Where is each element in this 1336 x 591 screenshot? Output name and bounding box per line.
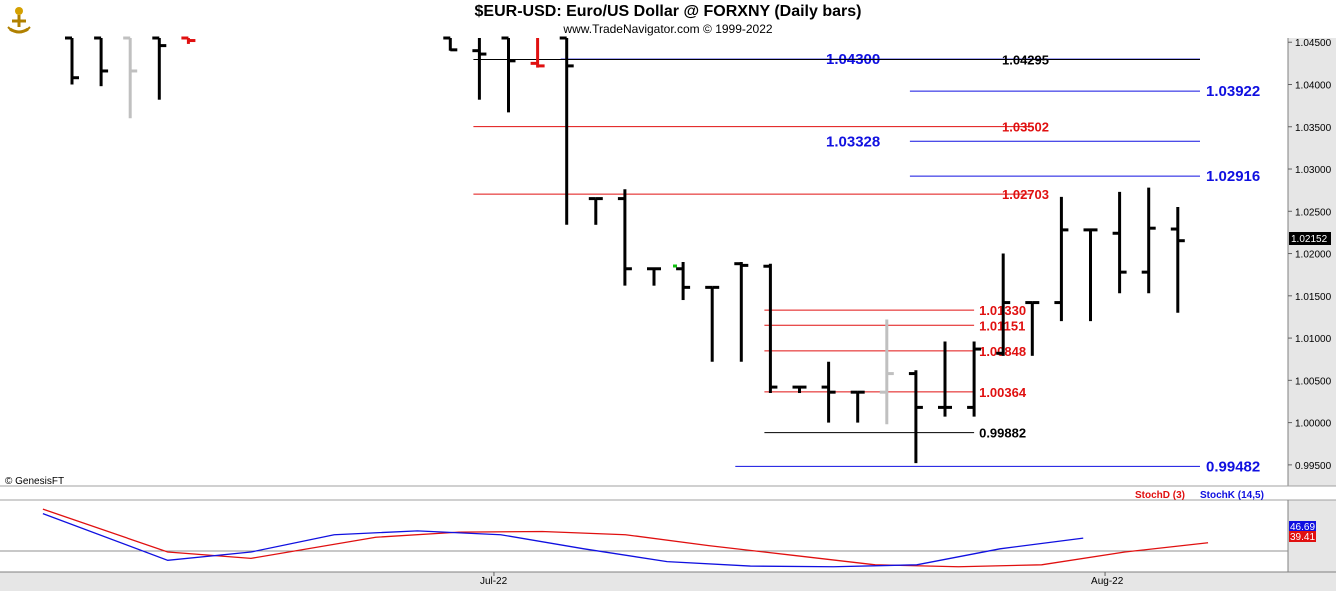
x-tick-label: Jul-22 xyxy=(480,576,508,587)
genesisft-watermark: © GenesisFT xyxy=(5,476,64,487)
stochd-value: 39.41 xyxy=(1290,532,1315,543)
stochastic-lines xyxy=(42,508,1209,568)
stoch-line-d xyxy=(42,508,1209,568)
ohlc-bars xyxy=(65,36,1185,464)
stochd-legend: StochD (3) xyxy=(1135,490,1185,501)
level-label: 1.03328 xyxy=(826,133,880,150)
price-panel-bg xyxy=(0,38,1288,486)
last-price-badge-bg xyxy=(1289,232,1331,245)
stochd-value-bg xyxy=(1289,531,1316,542)
level-label: 1.02703 xyxy=(1002,187,1049,202)
level-label: 1.03502 xyxy=(1002,120,1049,135)
y-tick-label: 1.04000 xyxy=(1295,80,1332,91)
stoch-panel-bg xyxy=(0,500,1288,572)
stochk-legend: StochK (14,5) xyxy=(1200,490,1264,501)
level-label: 0.99482 xyxy=(1206,458,1260,475)
y-tick-label: 1.01000 xyxy=(1295,334,1332,345)
y-tick-label: 1.03000 xyxy=(1295,165,1332,176)
y-tick-label: 1.00500 xyxy=(1295,376,1332,387)
last-price-badge: 1.02152 xyxy=(1291,234,1328,245)
y-tick-label: 1.02500 xyxy=(1295,207,1332,218)
y-axis-strip xyxy=(1288,38,1336,486)
level-label: 1.03922 xyxy=(1206,83,1260,100)
price-levels: 1.04300 1.042951.039221.035021.033281.029… xyxy=(473,51,1260,475)
x-axis-labels: Jul-22 Aug-22 xyxy=(480,572,1124,587)
chart-title: $EUR-USD: Euro/US Dollar @ FORXNY (Daily… xyxy=(474,3,862,20)
y-tick-label: 1.03500 xyxy=(1295,123,1332,134)
y-tick-label: 1.02000 xyxy=(1295,250,1332,261)
chart-subtitle: www.TradeNavigator.com © 1999-2022 xyxy=(563,22,773,36)
stochk-value: 46.69 xyxy=(1290,522,1315,533)
level-label: 0.99882 xyxy=(979,426,1026,441)
x-tick-label: Aug-22 xyxy=(1091,576,1124,587)
y-tick-label: 1.00000 xyxy=(1295,419,1332,430)
level-label: 1.02916 xyxy=(1206,168,1260,185)
chart-header: $EUR-USD: Euro/US Dollar @ FORXNY (Daily… xyxy=(0,0,1336,38)
level-label: 1.04295 xyxy=(1002,53,1049,68)
level-label: 1.00364 xyxy=(979,385,1027,400)
stoch-line-k xyxy=(42,512,1084,568)
y-tick-label: 1.04500 xyxy=(1295,38,1332,49)
y-tick-label: 0.99500 xyxy=(1295,461,1332,472)
tradenavigator-logo-icon xyxy=(7,7,31,34)
y-tick-label: 1.01500 xyxy=(1295,292,1332,303)
y-axis-ticks: 1.04500 1.04000 1.03500 1.03000 1.02500 1.020… xyxy=(1288,38,1332,472)
stochk-value-bg xyxy=(1289,521,1316,532)
x-axis-strip xyxy=(0,572,1336,591)
